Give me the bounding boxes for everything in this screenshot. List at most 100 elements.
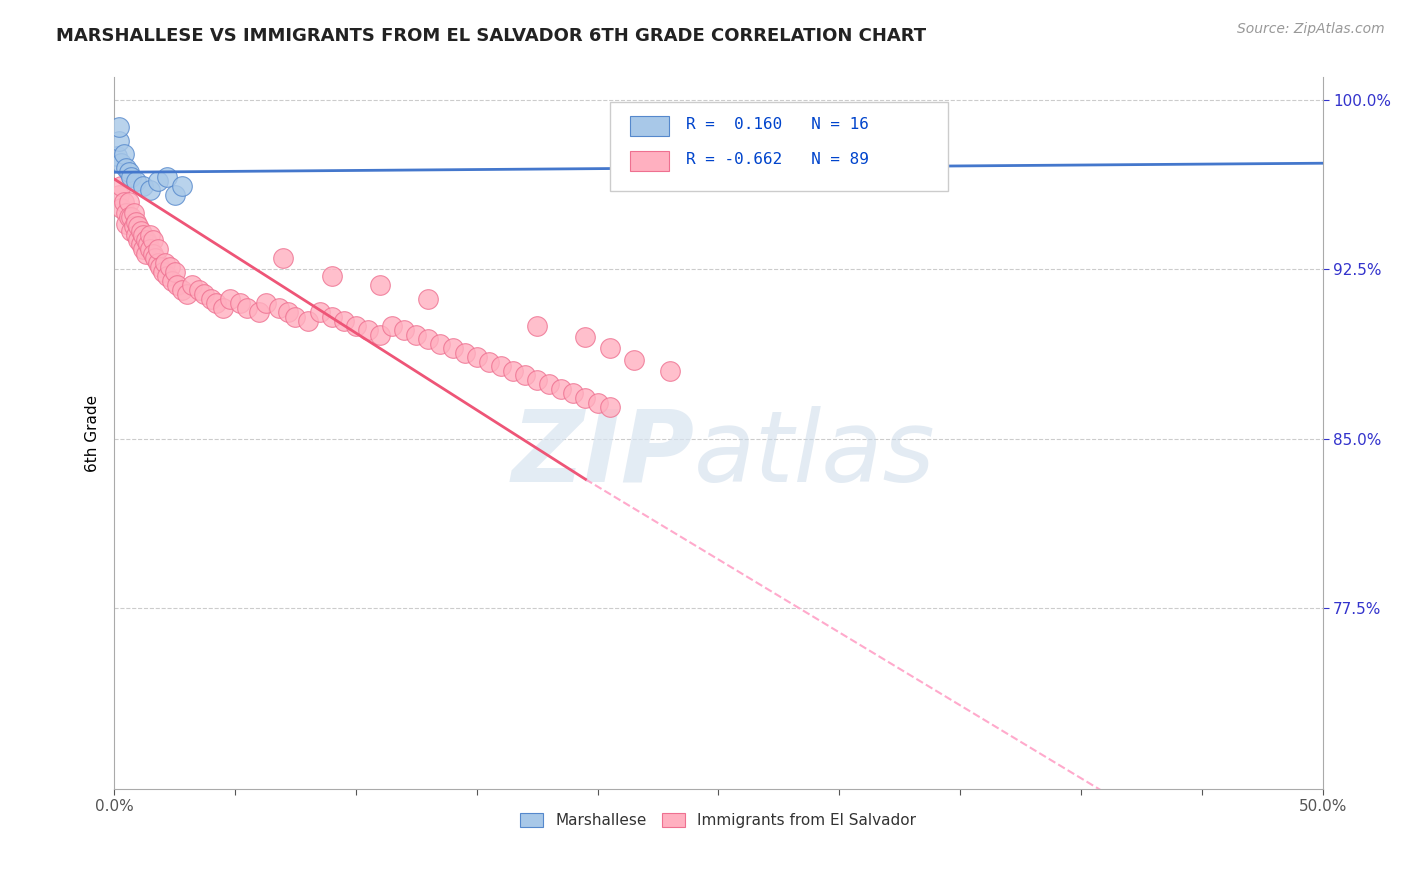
Point bbox=[125, 215, 148, 229]
Point bbox=[204, 296, 226, 310]
Point bbox=[112, 147, 135, 161]
Text: R =  0.160   N = 16: R = 0.160 N = 16 bbox=[686, 117, 869, 132]
Text: Source: ZipAtlas.com: Source: ZipAtlas.com bbox=[1237, 22, 1385, 37]
Point bbox=[115, 161, 138, 175]
Point bbox=[321, 269, 343, 284]
Point bbox=[392, 323, 415, 337]
Point bbox=[267, 301, 290, 315]
Point bbox=[623, 352, 645, 367]
Point bbox=[110, 156, 132, 170]
Point bbox=[478, 355, 501, 369]
Point bbox=[526, 318, 548, 333]
Point bbox=[110, 178, 132, 193]
Point bbox=[284, 310, 307, 324]
Point bbox=[344, 318, 367, 333]
Point bbox=[586, 395, 609, 409]
Point bbox=[187, 283, 209, 297]
Point bbox=[441, 342, 464, 356]
FancyBboxPatch shape bbox=[610, 103, 948, 191]
Point bbox=[368, 278, 391, 293]
Point bbox=[526, 373, 548, 387]
Point bbox=[146, 255, 169, 269]
Point bbox=[180, 278, 202, 293]
Point bbox=[136, 237, 159, 252]
Point bbox=[156, 269, 179, 284]
Point bbox=[418, 332, 440, 346]
Point bbox=[219, 292, 242, 306]
Point bbox=[135, 246, 157, 260]
Point bbox=[170, 283, 193, 297]
Point bbox=[129, 237, 152, 252]
Point bbox=[118, 211, 141, 225]
Point bbox=[118, 194, 141, 209]
Point bbox=[357, 323, 380, 337]
Point bbox=[127, 233, 149, 247]
Point bbox=[125, 228, 148, 243]
Point bbox=[122, 219, 145, 234]
Point bbox=[405, 327, 427, 342]
Point bbox=[277, 305, 299, 319]
Point bbox=[550, 382, 572, 396]
Point bbox=[146, 242, 169, 256]
Point bbox=[118, 165, 141, 179]
Point bbox=[574, 330, 596, 344]
Point bbox=[368, 327, 391, 342]
Point bbox=[132, 178, 155, 193]
Point bbox=[139, 183, 162, 197]
Point bbox=[212, 301, 235, 315]
Point bbox=[125, 174, 148, 188]
Point bbox=[108, 187, 131, 202]
Point bbox=[129, 224, 152, 238]
Point bbox=[453, 346, 475, 360]
Point bbox=[256, 296, 278, 310]
Point bbox=[159, 260, 181, 274]
Point bbox=[153, 255, 176, 269]
Point bbox=[489, 359, 512, 374]
Point bbox=[574, 391, 596, 405]
Text: R = -0.662   N = 89: R = -0.662 N = 89 bbox=[686, 153, 869, 168]
FancyBboxPatch shape bbox=[630, 152, 669, 171]
Point bbox=[538, 377, 561, 392]
Point bbox=[876, 172, 898, 186]
Point bbox=[132, 228, 155, 243]
Point bbox=[139, 242, 162, 256]
Point bbox=[156, 169, 179, 184]
Point bbox=[229, 296, 252, 310]
Point bbox=[321, 310, 343, 324]
Point bbox=[562, 386, 585, 401]
Point bbox=[160, 274, 183, 288]
Point bbox=[247, 305, 270, 319]
Point bbox=[502, 364, 524, 378]
Text: MARSHALLESE VS IMMIGRANTS FROM EL SALVADOR 6TH GRADE CORRELATION CHART: MARSHALLESE VS IMMIGRANTS FROM EL SALVAD… bbox=[56, 27, 927, 45]
Point bbox=[149, 260, 172, 274]
Point bbox=[166, 278, 188, 293]
FancyBboxPatch shape bbox=[630, 116, 669, 136]
Point bbox=[163, 264, 186, 278]
Point bbox=[465, 351, 488, 365]
Point bbox=[170, 178, 193, 193]
Point bbox=[236, 301, 259, 315]
Text: ZIP: ZIP bbox=[512, 406, 695, 503]
Point bbox=[273, 251, 295, 265]
Point bbox=[115, 206, 138, 220]
Point bbox=[599, 400, 621, 414]
Point bbox=[193, 287, 215, 301]
Point bbox=[381, 318, 404, 333]
Point bbox=[142, 246, 165, 260]
Point bbox=[139, 228, 162, 243]
Point bbox=[308, 305, 330, 319]
Point bbox=[122, 206, 145, 220]
Point bbox=[146, 174, 169, 188]
Point bbox=[108, 134, 131, 148]
Point bbox=[142, 233, 165, 247]
Point bbox=[152, 264, 174, 278]
Point bbox=[132, 242, 155, 256]
Point bbox=[333, 314, 356, 328]
Point bbox=[599, 342, 621, 356]
Point bbox=[120, 224, 142, 238]
Point bbox=[135, 233, 157, 247]
Point bbox=[418, 292, 440, 306]
Point bbox=[297, 314, 319, 328]
Point bbox=[112, 194, 135, 209]
Point bbox=[513, 368, 536, 383]
